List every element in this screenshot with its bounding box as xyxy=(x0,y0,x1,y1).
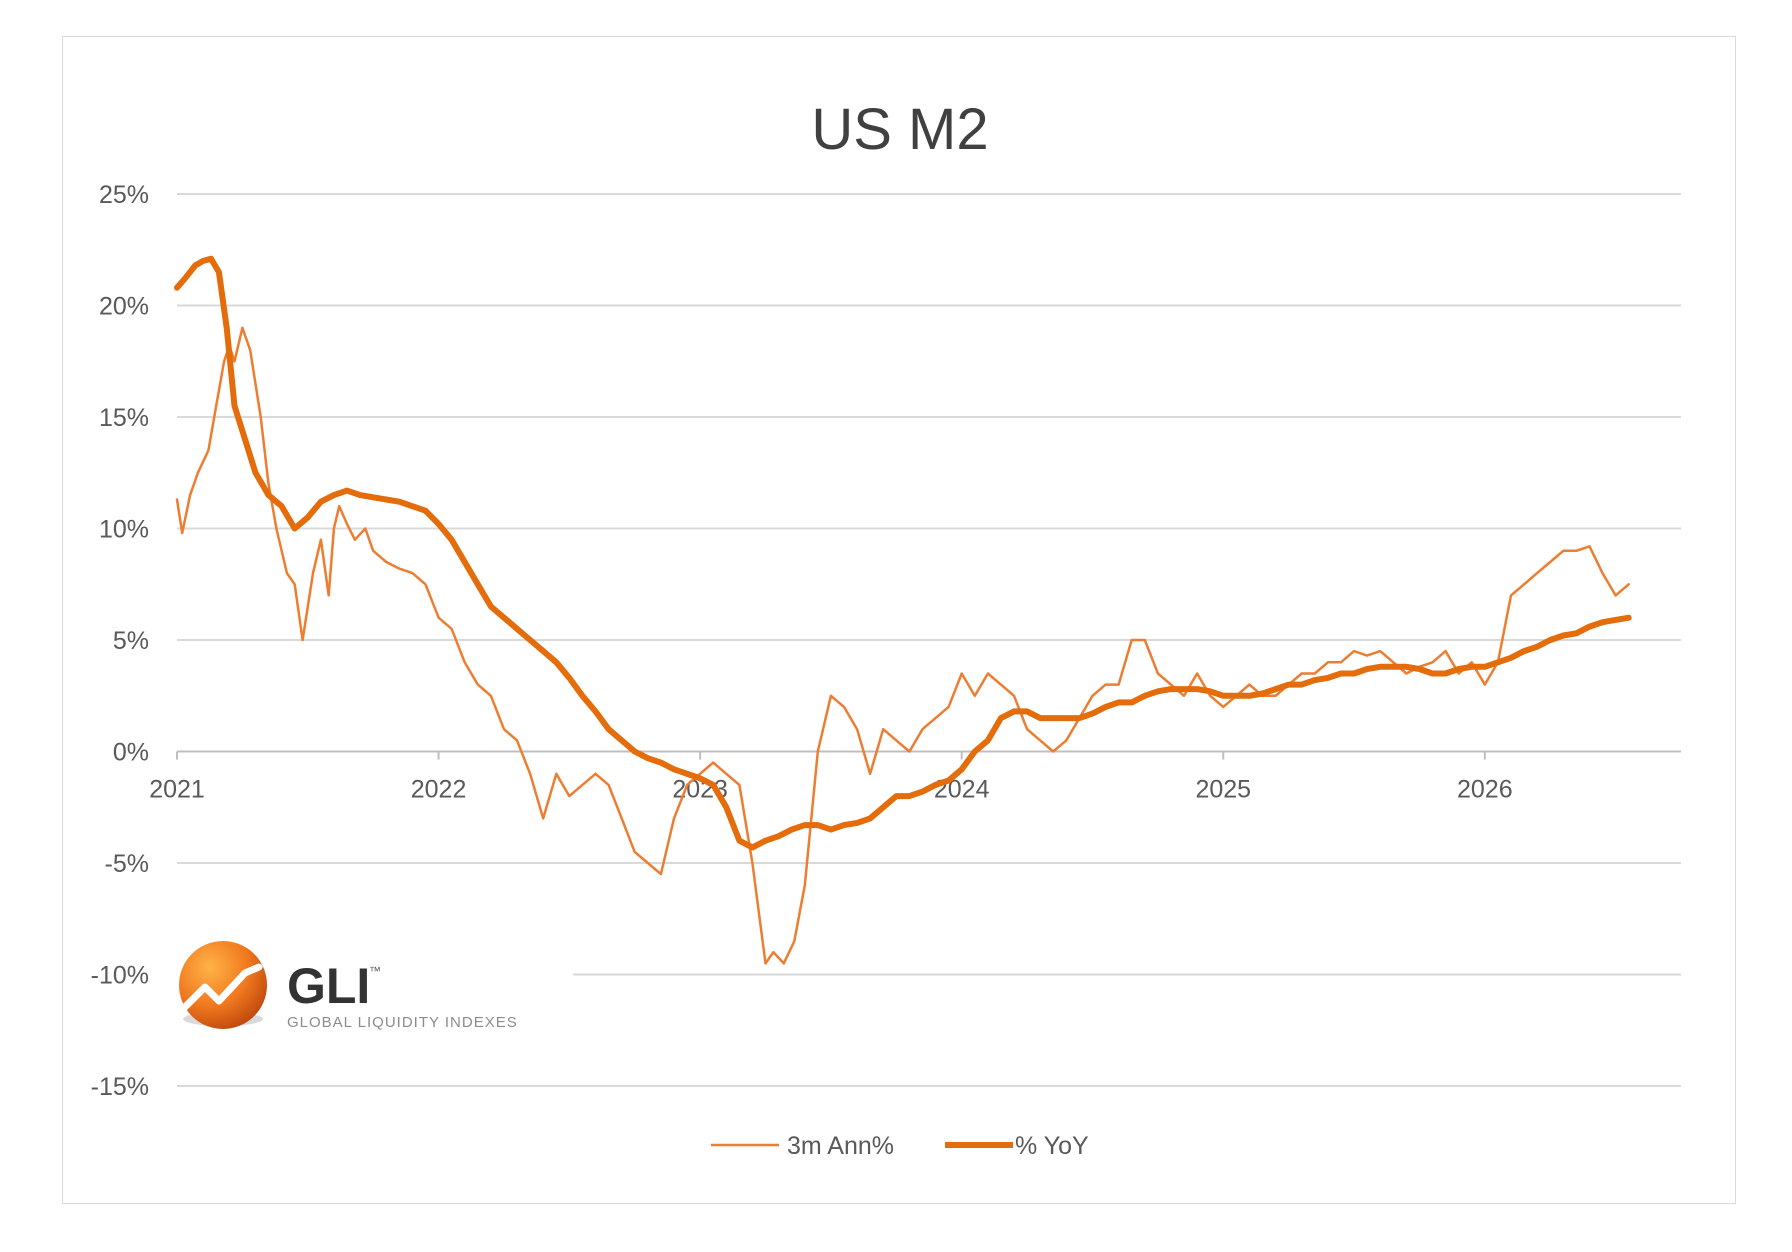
series-line-yoy xyxy=(174,255,1632,851)
series-line-3m-ann xyxy=(175,326,1630,965)
chart-canvas: US M2 25% 20% 15% 10% 5% 0% -5% -10% -15% 2021 20… xyxy=(91,97,1681,1160)
y-tick-label: 10% xyxy=(99,516,149,544)
x-tick-label: 2021 xyxy=(149,776,205,804)
legend: 3m Ann% % YoY xyxy=(711,1132,1089,1160)
logo-globe-icon xyxy=(179,941,267,1029)
x-axis: 2021 2022 2023 2024 2025 2026 xyxy=(149,750,1681,804)
legend-label-3m-ann: 3m Ann% xyxy=(787,1132,894,1160)
legend-label-yoy: % YoY xyxy=(1015,1132,1089,1160)
y-tick-label: 15% xyxy=(99,404,149,432)
gridlines xyxy=(177,193,1681,1087)
y-tick-label: 5% xyxy=(113,627,149,655)
y-tick-label: 0% xyxy=(113,739,149,767)
logo-tagline: GLOBAL LIQUIDITY INDEXES xyxy=(287,1014,518,1031)
y-tick-label: -15% xyxy=(91,1073,149,1101)
y-tick-label: -10% xyxy=(91,962,149,990)
x-tick-label: 2025 xyxy=(1195,776,1251,804)
series-lines xyxy=(174,255,1632,965)
logo-trademark: ™ xyxy=(369,964,381,978)
y-tick-label: -5% xyxy=(105,850,149,878)
x-tick-label: 2022 xyxy=(411,776,467,804)
y-tick-label: 25% xyxy=(99,181,149,209)
y-axis-tick-labels: 25% 20% 15% 10% 5% 0% -5% -10% -15% xyxy=(91,181,149,1101)
y-tick-label: 20% xyxy=(99,293,149,321)
gli-logo: GLI ™ GLOBAL LIQUIDITY INDEXES xyxy=(179,941,518,1031)
x-tick-label: 2026 xyxy=(1457,776,1513,804)
logo-trend-arrow-icon xyxy=(181,963,263,1011)
logo-name: GLI xyxy=(287,958,370,1014)
chart-frame: US M2 25% 20% 15% 10% 5% 0% -5% -10% -15% 2021 20… xyxy=(62,36,1736,1204)
chart-title: US M2 xyxy=(811,97,988,162)
